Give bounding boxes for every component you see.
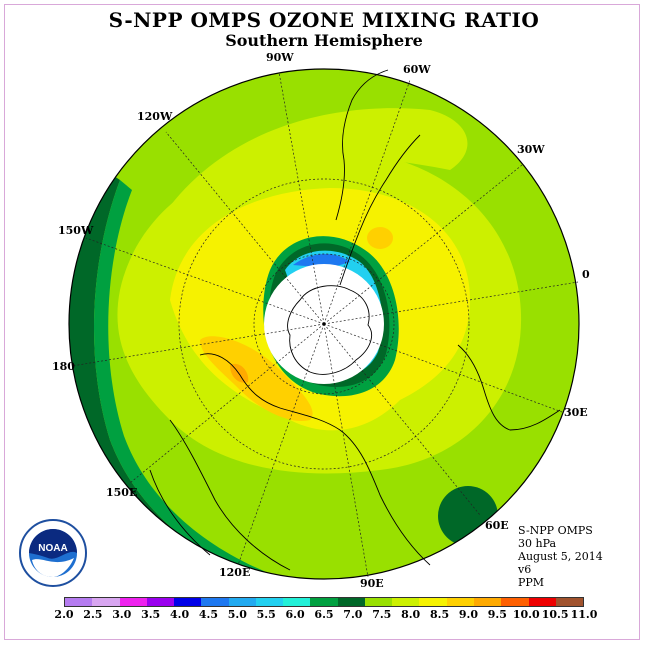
- south-pole-dot: [322, 322, 326, 326]
- lon-label-90w: 90W: [266, 51, 294, 64]
- info-instrument: S-NPP OMPS: [518, 524, 593, 537]
- colorbar-swatch: [283, 598, 311, 606]
- colorbar-swatch: [174, 598, 202, 606]
- lon-label-120w: 120W: [137, 110, 173, 123]
- longitude-labels: 90W 60W 30W 0 30E 60E 90E 120E 150E 180 …: [52, 51, 590, 590]
- colorbar-tick-label: 4.0: [169, 608, 190, 621]
- colorbar-tick-label: 3.0: [112, 608, 132, 621]
- info-version: v6: [518, 563, 532, 576]
- colorbar-swatch: [392, 598, 420, 606]
- lon-label-150e: 150E: [106, 486, 137, 499]
- colorbar-swatch: [501, 598, 529, 606]
- colorbar-swatch: [255, 598, 284, 606]
- colorbar-tick-label: 3.5: [141, 608, 161, 621]
- colorbar-ticks: 2.0 2.5 3.0 3.5 4.0 4.5 5.0 5.5 6.0 6.5 7.0 7.5 8.0 8…: [50, 608, 598, 622]
- map-subtitle: Southern Hemisphere: [225, 31, 423, 50]
- lon-label-90e: 90E: [360, 577, 384, 590]
- colorbar-swatch: [446, 598, 474, 606]
- colorbar: [64, 597, 584, 607]
- colorbar-swatch: [92, 598, 120, 606]
- map-boundary: [68, 68, 580, 580]
- colorbar-tick-label: 9.5: [487, 608, 507, 621]
- lon-label-30e: 30E: [564, 406, 588, 419]
- colorbar-tick-label: 10.0: [512, 608, 540, 621]
- colorbar-tick-label: 8.0: [401, 608, 421, 621]
- lon-label-60w: 60W: [403, 63, 431, 76]
- colorbar-tick-label: 7.5: [372, 608, 392, 621]
- colorbar-swatch: [228, 598, 256, 606]
- lon-label-120e: 120E: [219, 566, 250, 579]
- colorbar-swatch: [473, 598, 502, 606]
- colorbar-swatch: [528, 598, 556, 606]
- colorbar-swatch: [364, 598, 393, 606]
- lon-label-60e: 60E: [485, 519, 509, 532]
- colorbar-swatch: [419, 598, 447, 606]
- colorbar-swatch: [337, 598, 365, 606]
- colorbar-tick-label: 8.5: [429, 608, 450, 621]
- colorbar-swatch: [555, 598, 584, 606]
- colorbar-tick-label: 2.5: [83, 608, 103, 621]
- info-date: August 5, 2014: [518, 550, 603, 563]
- colorbar-swatch: [201, 598, 229, 606]
- noaa-logo: NOAA: [18, 518, 88, 588]
- map-title: S-NPP OMPS OZONE MIXING RATIO: [108, 8, 540, 32]
- colorbar-swatch: [119, 598, 147, 606]
- colorbar-tick-label: 5.5: [256, 608, 276, 621]
- coastlines: [149, 69, 561, 571]
- colorbar-tick-label: 9.0: [458, 608, 478, 621]
- info-panel: S-NPP OMPS 30 hPa August 5, 2014 v6 PPM: [518, 524, 603, 589]
- colorbar-tick-label: 11.0: [570, 608, 598, 621]
- colorbar-swatch: [146, 598, 175, 606]
- colorbar-tick-label: 7.0: [343, 608, 363, 621]
- figure-frame: [4, 4, 640, 640]
- lon-label-180: 180: [52, 360, 75, 373]
- info-level: 30 hPa: [518, 537, 557, 550]
- colorbar-swatch: [65, 598, 93, 606]
- colorbar-tick-label: 2.0: [54, 608, 74, 621]
- lon-label-30w: 30W: [517, 143, 545, 156]
- colorbar-swatch: [310, 598, 338, 606]
- colorbar-tick-label: 5.0: [227, 608, 247, 621]
- colorbar-tick-label: 6.0: [285, 608, 305, 621]
- info-units: PPM: [518, 576, 545, 589]
- colorbar-tick-label: 4.5: [198, 608, 218, 621]
- lon-label-150w: 150W: [58, 224, 94, 237]
- svg-text:NOAA: NOAA: [38, 543, 67, 554]
- graticule: [71, 71, 579, 578]
- colorbar-tick-label: 10.5: [541, 608, 569, 621]
- lon-label-0: 0: [582, 268, 590, 281]
- colorbar-tick-label: 6.5: [314, 608, 334, 621]
